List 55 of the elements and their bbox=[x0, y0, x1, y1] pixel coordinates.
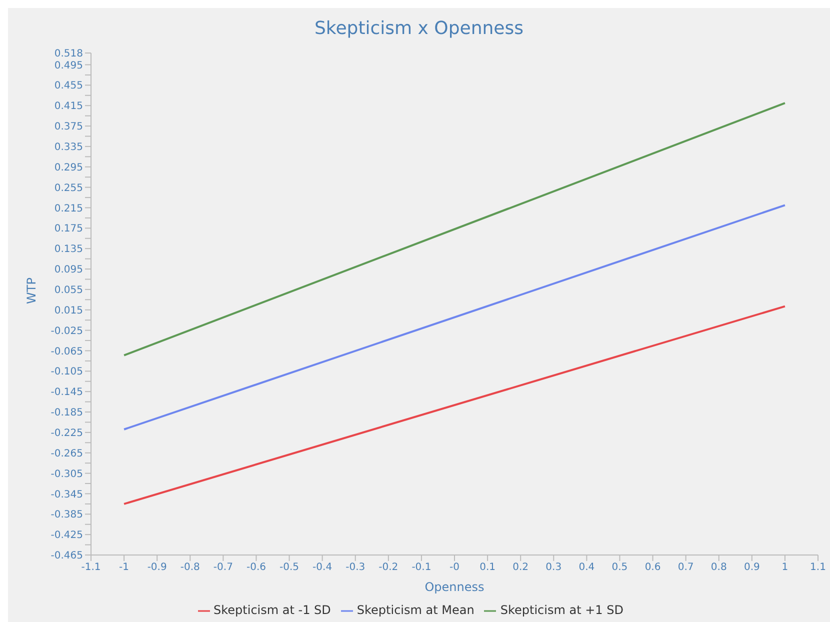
y-tick-label: 0.215 bbox=[54, 203, 83, 214]
x-tick-label: 0.2 bbox=[512, 562, 529, 574]
y-tick-label: -0.185 bbox=[50, 408, 83, 419]
y-tick-label: -0.345 bbox=[50, 489, 83, 500]
x-tick-label: -0.9 bbox=[147, 562, 167, 574]
x-tick-label: 0.6 bbox=[644, 562, 661, 574]
y-tick-label: 0.055 bbox=[54, 284, 83, 296]
x-tick-label: 0.9 bbox=[744, 562, 760, 574]
x-tick-label: -1.1 bbox=[81, 562, 101, 574]
legend-label: Skepticism at +1 SD bbox=[500, 603, 624, 617]
y-tick-label: -0.225 bbox=[50, 428, 83, 439]
x-tick-label: -1 bbox=[119, 562, 130, 574]
y-axis-title: WTP bbox=[24, 278, 38, 304]
x-tick-label: -0.5 bbox=[280, 562, 300, 574]
x-tick-label: 0.1 bbox=[480, 562, 496, 574]
y-tick-label: 0.175 bbox=[54, 224, 83, 235]
x-tick-label: 0.7 bbox=[678, 562, 694, 574]
y-tick-label: 0.415 bbox=[54, 101, 83, 112]
y-tick-label: -0.425 bbox=[50, 530, 83, 542]
y-tick-label: -0.065 bbox=[50, 346, 83, 358]
x-tick-label: -0.7 bbox=[213, 562, 233, 574]
y-tick-label: 0.495 bbox=[54, 60, 83, 72]
y-tick-label: -0.025 bbox=[50, 326, 83, 337]
y-tick-label: -0.105 bbox=[50, 366, 83, 378]
x-tick-label: 1.1 bbox=[810, 562, 826, 574]
legend-label: Skepticism at -1 SD bbox=[214, 603, 331, 617]
x-tick-label: -0 bbox=[450, 562, 460, 574]
y-tick-label: -0.265 bbox=[50, 448, 83, 460]
x-tick-label: -0.8 bbox=[180, 562, 200, 574]
y-tick-label: 0.335 bbox=[54, 142, 83, 154]
y-tick-label: -0.465 bbox=[50, 550, 83, 562]
x-axis-title: Openness bbox=[424, 580, 484, 594]
chart-title: Skepticism x Openness bbox=[314, 17, 524, 41]
x-tick-label: -0.2 bbox=[378, 562, 398, 574]
y-tick-label: 0.375 bbox=[54, 122, 83, 133]
x-tick-label: 0.3 bbox=[546, 562, 562, 574]
y-tick-label: 0.455 bbox=[54, 80, 83, 92]
x-tick-label: -0.3 bbox=[346, 562, 366, 574]
y-tick-label: 0.255 bbox=[54, 182, 83, 194]
x-tick-label: 0.4 bbox=[578, 562, 595, 574]
legend-label: Skepticism at Mean bbox=[356, 603, 474, 617]
x-tick-label: -0.1 bbox=[412, 562, 432, 574]
y-tick-label: 0.015 bbox=[54, 305, 83, 316]
y-tick-label: 0.518 bbox=[54, 48, 83, 60]
x-tick-label: 0.8 bbox=[710, 562, 727, 574]
x-tick-label: -0.6 bbox=[246, 562, 266, 574]
y-tick-label: 0.095 bbox=[54, 264, 83, 276]
y-tick-label: 0.295 bbox=[54, 162, 83, 174]
x-tick-label: -0.4 bbox=[312, 562, 332, 574]
y-tick-label: -0.145 bbox=[50, 387, 83, 398]
y-tick-label: -0.385 bbox=[50, 510, 83, 521]
y-tick-label: 0.135 bbox=[54, 244, 83, 256]
y-tick-label: -0.305 bbox=[50, 468, 83, 480]
x-tick-label: 0.5 bbox=[612, 562, 628, 574]
x-tick-label: 1 bbox=[782, 562, 788, 574]
